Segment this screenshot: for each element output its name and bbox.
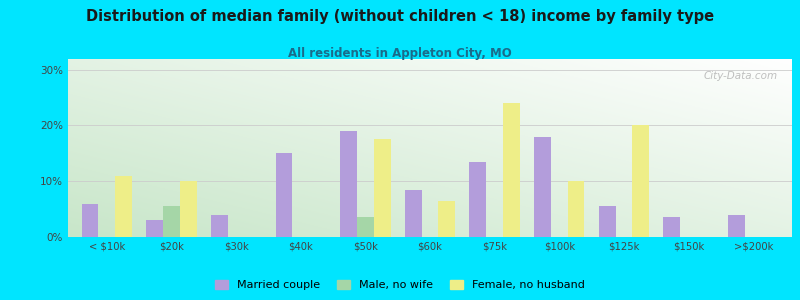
Text: All residents in Appleton City, MO: All residents in Appleton City, MO: [288, 46, 512, 59]
Bar: [115, 176, 132, 237]
Bar: [438, 201, 455, 237]
Bar: [663, 218, 680, 237]
Bar: [598, 206, 615, 237]
Bar: [405, 190, 422, 237]
Bar: [163, 206, 180, 237]
Bar: [357, 218, 374, 237]
Bar: [180, 181, 197, 237]
Bar: [82, 203, 98, 237]
Bar: [374, 140, 390, 237]
Text: City-Data.com: City-Data.com: [703, 71, 778, 81]
Bar: [534, 136, 551, 237]
Bar: [340, 131, 357, 237]
Bar: [275, 153, 292, 237]
Bar: [632, 125, 649, 237]
Bar: [503, 103, 520, 237]
Bar: [568, 181, 585, 237]
Bar: [470, 162, 486, 237]
Legend: Married couple, Male, no wife, Female, no husband: Married couple, Male, no wife, Female, n…: [210, 275, 590, 294]
Text: Distribution of median family (without children < 18) income by family type: Distribution of median family (without c…: [86, 9, 714, 24]
Bar: [211, 215, 228, 237]
Bar: [728, 215, 745, 237]
Bar: [146, 220, 163, 237]
